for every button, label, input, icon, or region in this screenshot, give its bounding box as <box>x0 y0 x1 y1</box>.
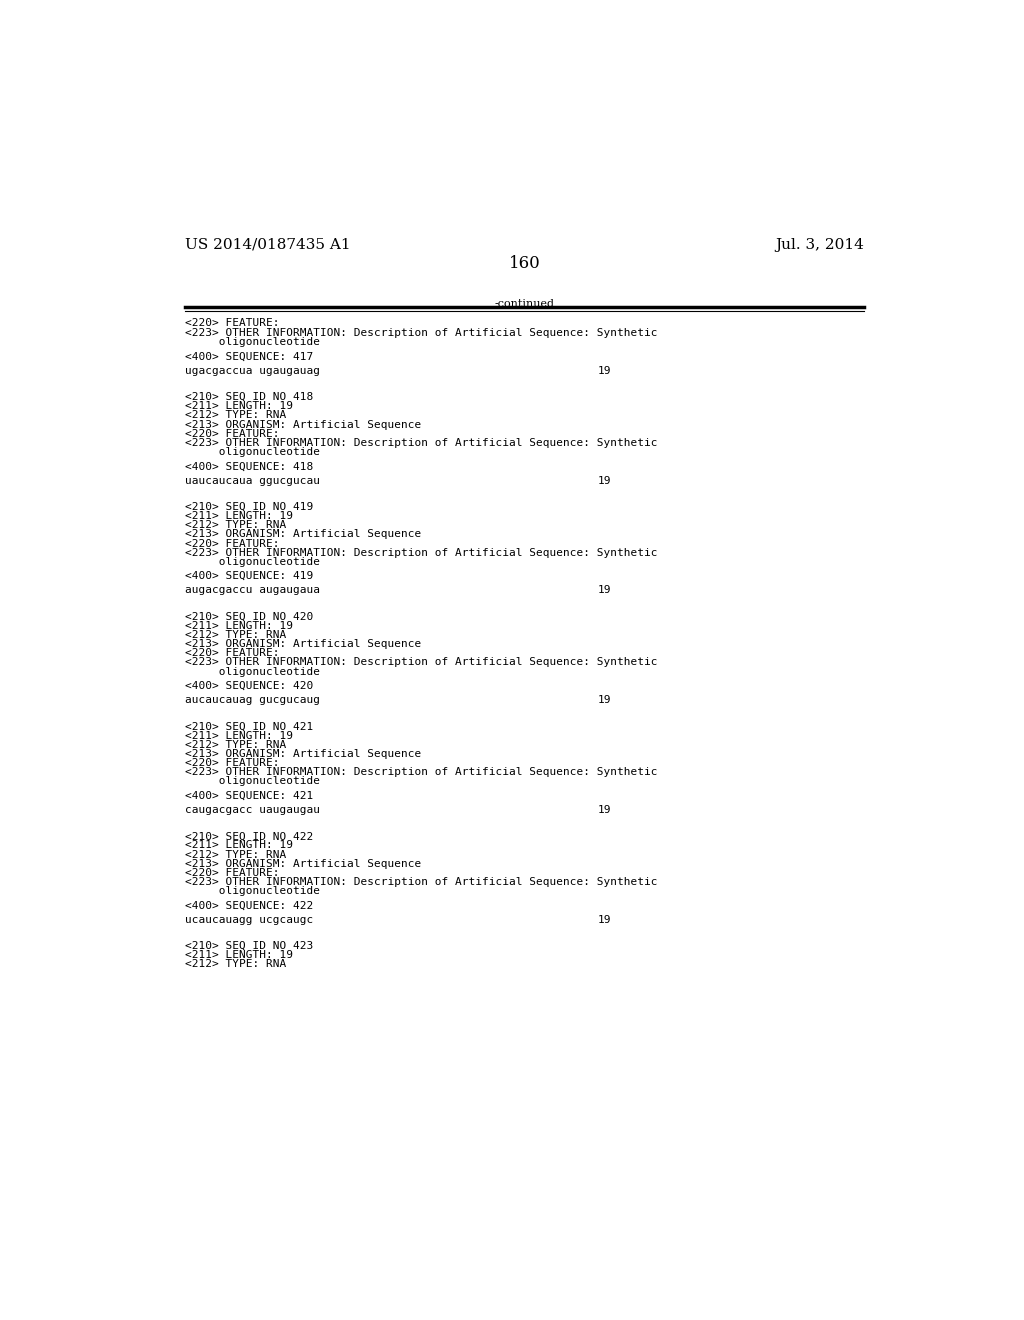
Text: caugacgacc uaugaugau: caugacgacc uaugaugau <box>185 805 321 814</box>
Text: 19: 19 <box>598 805 611 814</box>
Text: <400> SEQUENCE: 421: <400> SEQUENCE: 421 <box>185 791 313 801</box>
Text: uaucaucaua ggucgucau: uaucaucaua ggucgucau <box>185 475 321 486</box>
Text: <213> ORGANISM: Artificial Sequence: <213> ORGANISM: Artificial Sequence <box>185 529 422 540</box>
Text: <210> SEQ ID NO 421: <210> SEQ ID NO 421 <box>185 722 313 731</box>
Text: <210> SEQ ID NO 419: <210> SEQ ID NO 419 <box>185 502 313 512</box>
Text: <212> TYPE: RNA: <212> TYPE: RNA <box>185 960 287 969</box>
Text: <210> SEQ ID NO 418: <210> SEQ ID NO 418 <box>185 392 313 403</box>
Text: <211> LENGTH: 19: <211> LENGTH: 19 <box>185 731 293 741</box>
Text: <220> FEATURE:: <220> FEATURE: <box>185 539 280 549</box>
Text: <220> FEATURE:: <220> FEATURE: <box>185 648 280 659</box>
Text: <212> TYPE: RNA: <212> TYPE: RNA <box>185 739 287 750</box>
Text: <210> SEQ ID NO 423: <210> SEQ ID NO 423 <box>185 941 313 950</box>
Text: augacgaccu augaugaua: augacgaccu augaugaua <box>185 585 321 595</box>
Text: <212> TYPE: RNA: <212> TYPE: RNA <box>185 520 287 531</box>
Text: <223> OTHER INFORMATION: Description of Artificial Sequence: Synthetic: <223> OTHER INFORMATION: Description of … <box>185 329 657 338</box>
Text: <223> OTHER INFORMATION: Description of Artificial Sequence: Synthetic: <223> OTHER INFORMATION: Description of … <box>185 767 657 777</box>
Text: 19: 19 <box>598 915 611 924</box>
Text: <213> ORGANISM: Artificial Sequence: <213> ORGANISM: Artificial Sequence <box>185 859 422 869</box>
Text: -continued: -continued <box>495 298 555 309</box>
Text: <220> FEATURE:: <220> FEATURE: <box>185 867 280 878</box>
Text: ugacgaccua ugaugauag: ugacgaccua ugaugauag <box>185 366 321 376</box>
Text: <400> SEQUENCE: 422: <400> SEQUENCE: 422 <box>185 900 313 911</box>
Text: 19: 19 <box>598 475 611 486</box>
Text: <400> SEQUENCE: 417: <400> SEQUENCE: 417 <box>185 351 313 362</box>
Text: oligonucleotide: oligonucleotide <box>185 886 321 896</box>
Text: <211> LENGTH: 19: <211> LENGTH: 19 <box>185 511 293 521</box>
Text: <213> ORGANISM: Artificial Sequence: <213> ORGANISM: Artificial Sequence <box>185 748 422 759</box>
Text: <400> SEQUENCE: 420: <400> SEQUENCE: 420 <box>185 681 313 690</box>
Text: <223> OTHER INFORMATION: Description of Artificial Sequence: Synthetic: <223> OTHER INFORMATION: Description of … <box>185 657 657 668</box>
Text: oligonucleotide: oligonucleotide <box>185 776 321 787</box>
Text: aucaucauag gucgucaug: aucaucauag gucgucaug <box>185 696 321 705</box>
Text: <220> FEATURE:: <220> FEATURE: <box>185 429 280 438</box>
Text: <400> SEQUENCE: 419: <400> SEQUENCE: 419 <box>185 572 313 581</box>
Text: ucaucauagg ucgcaugc: ucaucauagg ucgcaugc <box>185 915 313 924</box>
Text: oligonucleotide: oligonucleotide <box>185 557 321 566</box>
Text: <223> OTHER INFORMATION: Description of Artificial Sequence: Synthetic: <223> OTHER INFORMATION: Description of … <box>185 548 657 557</box>
Text: <211> LENGTH: 19: <211> LENGTH: 19 <box>185 950 293 960</box>
Text: oligonucleotide: oligonucleotide <box>185 338 321 347</box>
Text: <220> FEATURE:: <220> FEATURE: <box>185 758 280 768</box>
Text: Jul. 3, 2014: Jul. 3, 2014 <box>775 238 864 252</box>
Text: <400> SEQUENCE: 418: <400> SEQUENCE: 418 <box>185 461 313 471</box>
Text: <223> OTHER INFORMATION: Description of Artificial Sequence: Synthetic: <223> OTHER INFORMATION: Description of … <box>185 438 657 447</box>
Text: <212> TYPE: RNA: <212> TYPE: RNA <box>185 850 287 859</box>
Text: <212> TYPE: RNA: <212> TYPE: RNA <box>185 630 287 640</box>
Text: 19: 19 <box>598 696 611 705</box>
Text: oligonucleotide: oligonucleotide <box>185 667 321 677</box>
Text: oligonucleotide: oligonucleotide <box>185 447 321 457</box>
Text: <220> FEATURE:: <220> FEATURE: <box>185 318 280 327</box>
Text: <212> TYPE: RNA: <212> TYPE: RNA <box>185 411 287 421</box>
Text: <211> LENGTH: 19: <211> LENGTH: 19 <box>185 620 293 631</box>
Text: 19: 19 <box>598 366 611 376</box>
Text: <213> ORGANISM: Artificial Sequence: <213> ORGANISM: Artificial Sequence <box>185 420 422 429</box>
Text: <213> ORGANISM: Artificial Sequence: <213> ORGANISM: Artificial Sequence <box>185 639 422 649</box>
Text: <223> OTHER INFORMATION: Description of Artificial Sequence: Synthetic: <223> OTHER INFORMATION: Description of … <box>185 876 657 887</box>
Text: <210> SEQ ID NO 422: <210> SEQ ID NO 422 <box>185 832 313 841</box>
Text: <211> LENGTH: 19: <211> LENGTH: 19 <box>185 841 293 850</box>
Text: 19: 19 <box>598 585 611 595</box>
Text: <211> LENGTH: 19: <211> LENGTH: 19 <box>185 401 293 412</box>
Text: <210> SEQ ID NO 420: <210> SEQ ID NO 420 <box>185 611 313 622</box>
Text: 160: 160 <box>509 255 541 272</box>
Text: US 2014/0187435 A1: US 2014/0187435 A1 <box>185 238 351 252</box>
